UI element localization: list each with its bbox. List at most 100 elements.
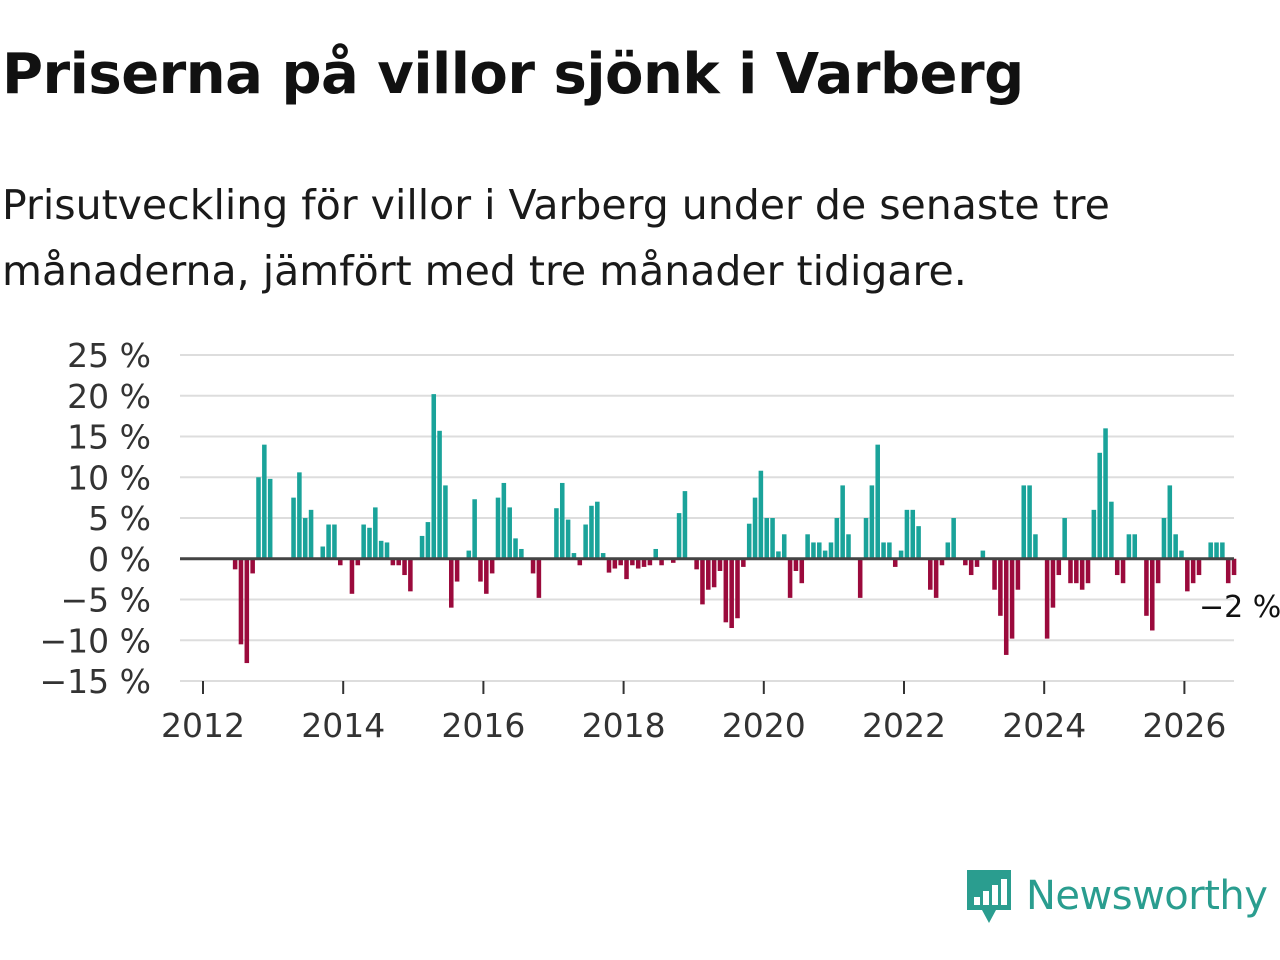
bar bbox=[1185, 558, 1190, 592]
bar bbox=[618, 558, 623, 566]
bar bbox=[355, 558, 361, 566]
bar bbox=[711, 558, 717, 588]
bar bbox=[1167, 485, 1173, 559]
bar bbox=[892, 558, 898, 567]
bar bbox=[419, 535, 425, 559]
bar bbox=[968, 558, 974, 576]
bar bbox=[565, 519, 571, 559]
bar bbox=[1079, 558, 1085, 590]
bar bbox=[659, 558, 664, 566]
bar bbox=[583, 524, 588, 559]
bar bbox=[787, 558, 793, 598]
bar bbox=[811, 542, 816, 559]
bar bbox=[1027, 485, 1032, 559]
bar bbox=[741, 558, 746, 567]
bar bbox=[513, 538, 518, 559]
bar bbox=[478, 558, 483, 582]
bar bbox=[589, 505, 594, 559]
bar bbox=[1220, 542, 1225, 559]
bar bbox=[1097, 452, 1102, 559]
bar bbox=[449, 558, 454, 608]
bar bbox=[887, 542, 892, 559]
x-tick-label: 2024 bbox=[1002, 706, 1086, 745]
bar bbox=[571, 553, 577, 559]
bar bbox=[916, 526, 921, 559]
bar bbox=[1085, 558, 1091, 584]
bar bbox=[951, 518, 956, 559]
bar bbox=[933, 558, 939, 598]
bar bbox=[595, 501, 600, 559]
bar bbox=[881, 542, 886, 559]
bar bbox=[939, 558, 945, 566]
bar bbox=[729, 558, 734, 629]
bar bbox=[717, 558, 723, 571]
bar bbox=[495, 497, 501, 559]
bar bbox=[706, 558, 711, 590]
bar bbox=[746, 523, 752, 559]
bar bbox=[846, 534, 851, 559]
y-tick-label: 5 % bbox=[88, 499, 151, 538]
newsworthy-logo-icon bbox=[967, 870, 1011, 923]
bar bbox=[361, 524, 366, 559]
bar bbox=[653, 548, 658, 559]
x-tick-label: 2018 bbox=[582, 706, 666, 745]
bar bbox=[612, 558, 618, 569]
bar bbox=[472, 499, 477, 559]
bar bbox=[630, 558, 635, 566]
x-tick-label: 2014 bbox=[301, 706, 385, 745]
bar bbox=[1050, 558, 1056, 608]
bar bbox=[1120, 558, 1126, 584]
bar bbox=[437, 430, 442, 559]
bar bbox=[1109, 501, 1114, 559]
bar bbox=[1015, 558, 1021, 590]
bar bbox=[694, 558, 699, 570]
bar bbox=[244, 558, 250, 664]
end-value-label: −2 % bbox=[1199, 590, 1280, 625]
bar bbox=[670, 558, 676, 563]
bar bbox=[1009, 558, 1015, 639]
y-tick-label: 25 % bbox=[67, 336, 151, 375]
bar bbox=[682, 491, 688, 559]
x-tick-label: 2012 bbox=[161, 706, 245, 745]
bar bbox=[641, 558, 647, 567]
y-tick-label: 0 % bbox=[88, 540, 151, 579]
bar bbox=[793, 558, 799, 571]
bar bbox=[1196, 558, 1202, 576]
bar bbox=[752, 497, 758, 559]
bar bbox=[425, 522, 431, 559]
bar bbox=[1208, 542, 1213, 559]
bar bbox=[863, 518, 869, 559]
bar bbox=[1132, 534, 1138, 559]
bar bbox=[1056, 558, 1062, 576]
y-tick-label: −5 % bbox=[61, 581, 152, 620]
chart-title: Priserna på villor sjönk i Varberg bbox=[2, 42, 1024, 107]
bar bbox=[267, 478, 273, 559]
chart-subtitle: Prisutveckling för villor i Varberg unde… bbox=[2, 181, 1110, 295]
bar bbox=[840, 485, 845, 559]
bar bbox=[723, 558, 729, 623]
bar bbox=[396, 558, 401, 566]
bar bbox=[963, 558, 968, 566]
bar bbox=[799, 558, 805, 584]
brand-name: Newsworthy bbox=[1026, 873, 1268, 919]
x-tick-label: 2026 bbox=[1142, 706, 1226, 745]
bar bbox=[367, 527, 372, 559]
bar bbox=[1033, 534, 1038, 559]
bar bbox=[1173, 534, 1178, 559]
bar bbox=[869, 485, 875, 559]
bar bbox=[904, 509, 910, 559]
bar bbox=[1021, 485, 1027, 559]
bar bbox=[998, 558, 1003, 616]
bar bbox=[402, 558, 407, 576]
bar bbox=[1225, 558, 1231, 584]
bar bbox=[857, 558, 863, 598]
bar bbox=[1044, 558, 1050, 639]
bar bbox=[320, 546, 326, 559]
y-tick-label: 20 % bbox=[67, 377, 151, 416]
bar bbox=[1144, 558, 1149, 616]
bar bbox=[980, 550, 986, 559]
bar bbox=[1190, 558, 1196, 584]
bar bbox=[834, 518, 840, 559]
bar bbox=[577, 558, 583, 566]
